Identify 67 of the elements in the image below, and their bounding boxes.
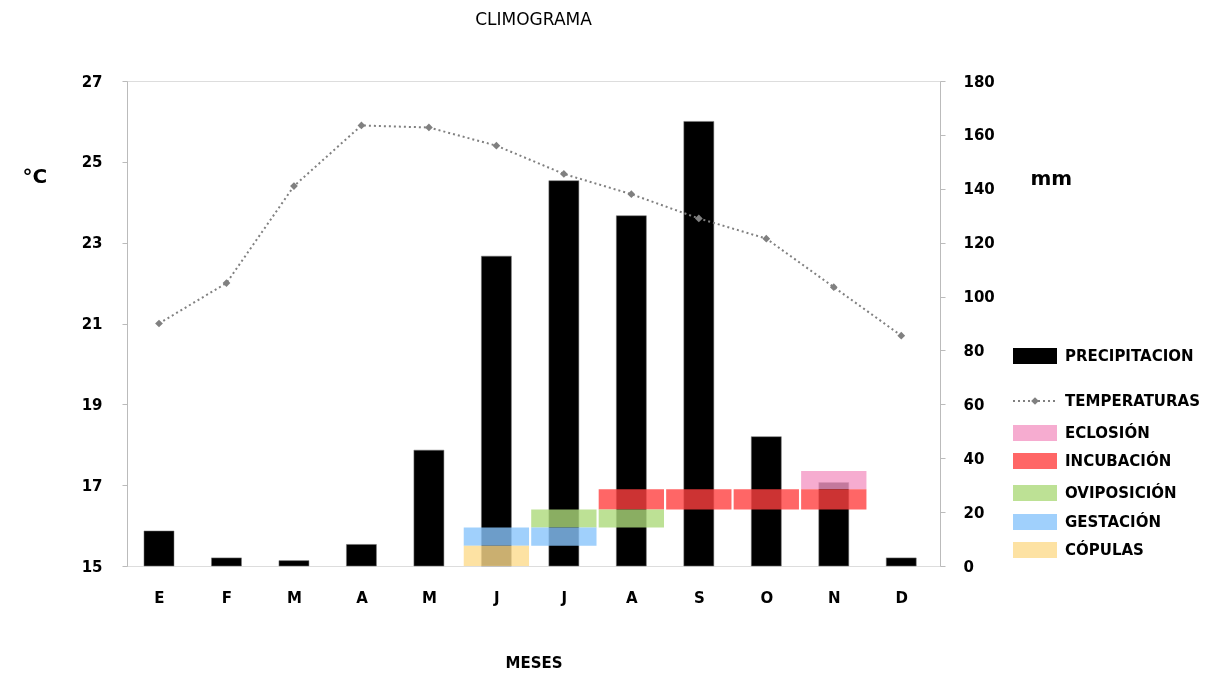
- y-tick-label: 19: [81, 395, 103, 414]
- legend-label: INCUBACIÓN: [1065, 451, 1172, 470]
- bar: [801, 489, 867, 510]
- point: [897, 331, 906, 340]
- y-tick-label: 21: [81, 315, 103, 333]
- point: [627, 190, 636, 199]
- y2-tick-label: 140: [963, 180, 995, 199]
- point: [762, 234, 771, 243]
- x-tick-label: J: [493, 588, 500, 607]
- point: [559, 170, 568, 178]
- legend-label: OVIPOSICIÓN: [1065, 483, 1177, 502]
- bar: [210, 557, 242, 567]
- x-tick-label: M: [286, 588, 302, 607]
- x-tick-label: N: [828, 588, 841, 607]
- bar: [733, 489, 799, 510]
- point: [829, 283, 838, 291]
- legend-label: PRECIPITACION: [1065, 347, 1194, 365]
- legend-label: ECLOSIÓN: [1065, 423, 1150, 442]
- point: [155, 319, 163, 328]
- y2-tick-label: 0: [963, 557, 974, 576]
- point: [694, 214, 703, 223]
- y2-tick-label: 60: [963, 395, 985, 414]
- bar: [598, 489, 664, 510]
- y2-tick-label: 100: [963, 288, 995, 307]
- y-axis-title: °C: [22, 163, 48, 188]
- y2-tick-label: 20: [963, 503, 985, 522]
- bar: [598, 509, 664, 528]
- point: [425, 123, 433, 132]
- legend-label: GESTACIÓN: [1065, 512, 1161, 531]
- bar: [463, 545, 530, 566]
- x-tick-label: F: [221, 588, 233, 607]
- bar: [278, 560, 310, 567]
- x-tick-label: O: [760, 588, 774, 607]
- bar: [801, 471, 867, 490]
- point: [290, 182, 298, 190]
- bar: [413, 449, 445, 567]
- legend-label: CÓPULAS: [1065, 540, 1144, 559]
- y-tick-label: 15: [81, 557, 103, 576]
- bar: [345, 543, 377, 567]
- x-tick-label: A: [356, 588, 369, 607]
- bar: [666, 489, 732, 510]
- y2-tick-label: 80: [963, 341, 985, 360]
- x-tick-label: S: [693, 588, 705, 607]
- x-tick-label: E: [154, 588, 165, 607]
- bar: [531, 509, 597, 528]
- y2-tick-label: 160: [963, 126, 995, 145]
- bar: [143, 530, 175, 567]
- bar: [531, 527, 597, 546]
- x-tick-label: D: [895, 588, 908, 607]
- y2-tick-label: 120: [963, 234, 995, 253]
- chart-title: CLIMOGRAMA: [475, 9, 593, 29]
- point: [222, 279, 231, 287]
- x-axis-title: MESES: [505, 653, 563, 672]
- y-tick-label: 23: [81, 234, 103, 253]
- y2-axis-title: mm: [1030, 165, 1073, 190]
- legend-label: TEMPERATURAS: [1065, 392, 1201, 410]
- y-tick-label: 27: [81, 72, 103, 91]
- point: [492, 141, 501, 150]
- x-tick-label: M: [421, 588, 437, 607]
- bar: [885, 557, 917, 567]
- x-tick-label: J: [560, 588, 568, 607]
- y-tick-label: 25: [81, 153, 103, 172]
- y2-tick-label: 180: [963, 72, 995, 91]
- x-tick-label: A: [626, 588, 639, 607]
- y-tick-label: 17: [81, 476, 103, 495]
- y2-tick-label: 40: [963, 449, 985, 468]
- bar: [463, 527, 530, 546]
